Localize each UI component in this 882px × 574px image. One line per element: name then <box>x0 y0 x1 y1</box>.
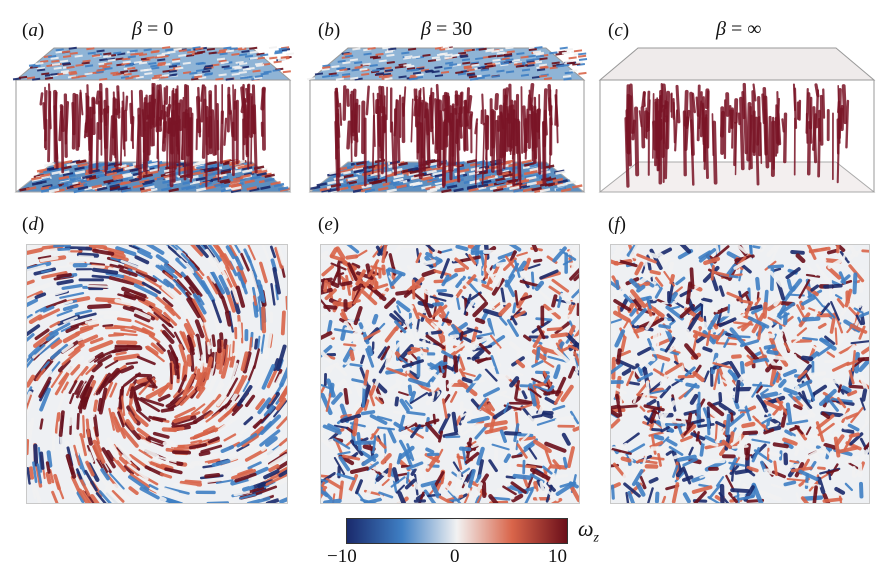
vorticity-field-e <box>320 244 580 504</box>
panel-label-e: (e) <box>318 214 340 235</box>
colorbar-label: ωz <box>578 516 599 546</box>
panel-label-c: (c) <box>608 20 630 41</box>
box-3d-c <box>598 47 876 193</box>
colorbar-tick-min: −10 <box>327 546 357 567</box>
box-3d-b <box>306 46 588 194</box>
panel-label-b: (b) <box>318 20 341 41</box>
box-3d-a <box>12 46 294 194</box>
colorbar-tick-mid: 0 <box>450 546 460 567</box>
vorticity-field-d <box>26 244 288 504</box>
panel-title-c: β = ∞ <box>716 18 762 40</box>
panel-label-a: (a) <box>22 20 45 41</box>
panel-label-d: (d) <box>22 214 45 235</box>
vorticity-field-f <box>610 244 870 504</box>
colorbar-tick-max: 10 <box>548 546 567 567</box>
panel-label-f: (f) <box>608 214 626 235</box>
panel-title-a: β = 0 <box>132 18 174 40</box>
panel-title-b: β = 30 <box>421 18 473 40</box>
colorbar <box>346 518 568 544</box>
